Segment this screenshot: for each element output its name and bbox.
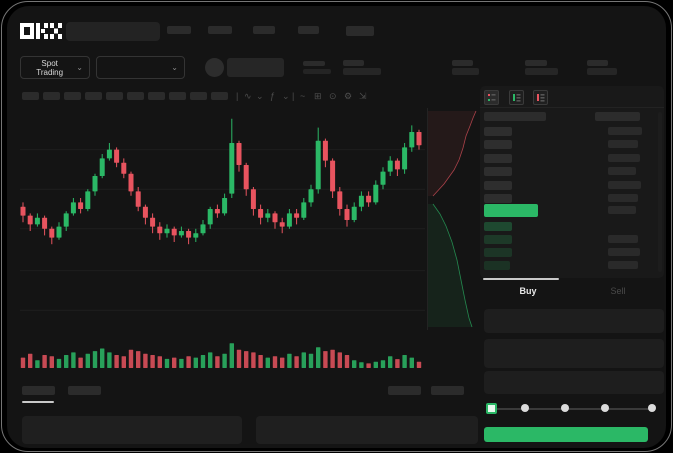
- divider: |: [292, 91, 295, 101]
- nav-item-placeholder[interactable]: [298, 26, 319, 34]
- ask-price-placeholder[interactable]: [484, 127, 512, 136]
- bid-price-placeholder[interactable]: [484, 248, 512, 257]
- stat-value-placeholder: [452, 68, 479, 75]
- active-tab-underline: [22, 401, 54, 403]
- timeframe-button[interactable]: [85, 92, 102, 100]
- timeframe-button[interactable]: [22, 92, 39, 100]
- chevron-down-icon[interactable]: ⌄: [282, 91, 290, 101]
- slider-handle[interactable]: [486, 403, 497, 414]
- snapshot-icon[interactable]: ⊙: [329, 91, 337, 101]
- timeframe-button[interactable]: [43, 92, 60, 100]
- divider: |: [236, 91, 239, 101]
- price-placeholder: [303, 61, 325, 66]
- bid-size-placeholder: [608, 248, 640, 256]
- timeframe-button[interactable]: [106, 92, 123, 100]
- tab-buy[interactable]: Buy: [519, 286, 537, 296]
- ask-price-placeholder[interactable]: [484, 194, 512, 203]
- okx-logo: [20, 23, 62, 39]
- nav-item-placeholder[interactable]: [253, 26, 275, 34]
- slider-stop[interactable]: [521, 404, 529, 412]
- timeframe-button[interactable]: [64, 92, 81, 100]
- tab-sell[interactable]: Sell: [610, 286, 626, 296]
- nav-item-placeholder[interactable]: [208, 26, 232, 34]
- ask-size-placeholder: [608, 127, 642, 135]
- slider-stop[interactable]: [601, 404, 609, 412]
- buy-button[interactable]: [484, 427, 648, 442]
- bottom-tab-placeholder[interactable]: [431, 386, 464, 395]
- book-asks-only-icon[interactable]: [533, 90, 548, 105]
- scrollbar[interactable]: [658, 112, 662, 272]
- market-type-label: Spot Trading: [36, 58, 64, 77]
- slider-stop[interactable]: [561, 404, 569, 412]
- ask-price-placeholder[interactable]: [484, 167, 512, 177]
- ask-size-placeholder: [608, 140, 638, 149]
- compare-icon[interactable]: ⊞: [314, 91, 322, 101]
- ask-price-placeholder[interactable]: [484, 180, 512, 190]
- market-type-dropdown[interactable]: Spot Trading ⌄: [20, 56, 90, 79]
- book-header-right: [595, 112, 640, 121]
- stat-value-placeholder: [343, 68, 381, 75]
- depth-chart: [427, 108, 477, 330]
- timeframe-button[interactable]: [148, 92, 165, 100]
- bid-price-placeholder[interactable]: [484, 235, 512, 244]
- fullscreen-icon[interactable]: ⇲: [359, 91, 367, 101]
- stat-label-placeholder: [452, 60, 473, 66]
- amount-slider-track[interactable]: [490, 408, 653, 410]
- ask-price-placeholder[interactable]: [484, 153, 512, 163]
- coin-avatar: [205, 58, 224, 77]
- bid-size-placeholder: [608, 235, 638, 243]
- bottom-tab-placeholder[interactable]: [22, 386, 55, 395]
- candlestick-chart[interactable]: [20, 108, 425, 332]
- stat-label-placeholder: [587, 60, 608, 66]
- chevron-down-icon[interactable]: ⌄: [256, 91, 264, 101]
- chevron-down-icon: ⌄: [76, 62, 83, 72]
- order-book: [480, 86, 664, 278]
- line-tool-icon[interactable]: ~: [300, 91, 306, 101]
- bottom-card-placeholder: [256, 416, 478, 444]
- ask-size-placeholder: [608, 180, 641, 189]
- nav-item-placeholder[interactable]: [346, 26, 374, 36]
- bottom-tab-placeholder[interactable]: [388, 386, 421, 395]
- bottom-card-placeholder: [22, 416, 242, 444]
- timeframe-button[interactable]: [190, 92, 207, 100]
- chevron-down-icon: ⌄: [171, 62, 178, 72]
- stat-label-placeholder: [343, 60, 364, 66]
- ask-size-placeholder: [608, 153, 640, 162]
- timeframe-button[interactable]: [127, 92, 144, 100]
- bid-price-placeholder[interactable]: [484, 222, 512, 231]
- stat-value-placeholder: [525, 68, 558, 75]
- search-input[interactable]: [66, 22, 160, 41]
- ask-price-placeholder[interactable]: [484, 140, 512, 150]
- timeframe-button[interactable]: [169, 92, 186, 100]
- order-input-field[interactable]: [484, 371, 664, 394]
- settings-icon[interactable]: ⚙: [344, 91, 353, 101]
- stat-value-placeholder: [587, 68, 617, 75]
- price-sub-placeholder: [303, 69, 331, 74]
- ask-size-placeholder: [608, 167, 636, 176]
- last-size-placeholder: [608, 206, 636, 214]
- divider: [480, 107, 664, 108]
- ask-size-placeholder: [608, 194, 638, 202]
- volume-chart: [20, 343, 422, 368]
- bottom-tab-placeholder[interactable]: [68, 386, 101, 395]
- stat-label-placeholder: [525, 60, 547, 66]
- book-bids-only-icon[interactable]: [509, 90, 524, 105]
- candle-type-icon[interactable]: ∿: [244, 91, 252, 101]
- bid-size-placeholder: [608, 261, 638, 269]
- indicators-icon[interactable]: ƒ: [270, 91, 276, 101]
- pair-name-placeholder: [227, 58, 284, 77]
- order-input-field[interactable]: [484, 309, 664, 333]
- last-price-badge[interactable]: [484, 204, 538, 217]
- pair-dropdown[interactable]: ⌄: [96, 56, 185, 79]
- okx-app-window: Spot Trading ⌄ ⌄ Buy Sell: [7, 6, 666, 448]
- buy-tab-indicator: [483, 278, 559, 280]
- slider-stop[interactable]: [648, 404, 656, 412]
- book-header-left: [484, 112, 546, 121]
- timeframe-button[interactable]: [211, 92, 228, 100]
- nav-item-placeholder[interactable]: [167, 26, 191, 34]
- book-combined-icon[interactable]: [484, 90, 499, 105]
- bid-price-placeholder[interactable]: [484, 261, 510, 270]
- order-input-field[interactable]: [484, 339, 664, 368]
